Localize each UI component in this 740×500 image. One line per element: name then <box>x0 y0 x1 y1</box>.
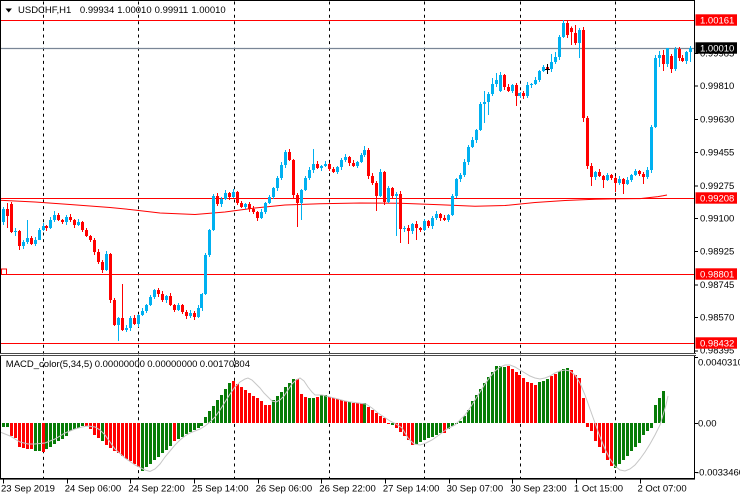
svg-text:0.98801: 0.98801 <box>700 269 734 280</box>
svg-text:1.00161: 1.00161 <box>700 15 734 26</box>
svg-text:24 Sep 06:00: 24 Sep 06:00 <box>65 484 122 495</box>
svg-text:0.99100: 0.99100 <box>700 214 734 225</box>
svg-text:0.98925: 0.98925 <box>700 246 734 257</box>
svg-text:-0.0033460: -0.0033460 <box>696 467 740 478</box>
svg-text:MACD_color(5,34,5) 0.00000000: MACD_color(5,34,5) 0.00000000 0.00000000… <box>6 359 250 370</box>
svg-text:0.99275: 0.99275 <box>700 181 734 192</box>
svg-text:0.98745: 0.98745 <box>700 280 734 291</box>
svg-text:2 Oct 07:00: 2 Oct 07:00 <box>638 484 687 495</box>
svg-text:0.99630: 0.99630 <box>700 115 734 126</box>
svg-text:0.98395: 0.98395 <box>700 346 734 357</box>
svg-text:0.99810: 0.99810 <box>700 81 734 92</box>
svg-text:27 Sep 14:00: 27 Sep 14:00 <box>383 484 440 495</box>
svg-text:26 Sep 22:00: 26 Sep 22:00 <box>319 484 376 495</box>
svg-text:0.99208: 0.99208 <box>700 193 734 204</box>
svg-text:0.98432: 0.98432 <box>700 338 734 349</box>
svg-text:0.00: 0.00 <box>698 418 717 429</box>
svg-text:0.98570: 0.98570 <box>700 313 734 324</box>
svg-text:30 Sep 23:00: 30 Sep 23:00 <box>510 484 567 495</box>
svg-text:0.99455: 0.99455 <box>700 147 734 158</box>
svg-text:26 Sep 06:00: 26 Sep 06:00 <box>256 484 313 495</box>
svg-text:0.99934 1.00010 0.99911 1.0001: 0.99934 1.00010 0.99911 1.00010 <box>80 5 226 16</box>
svg-text:24 Sep 22:00: 24 Sep 22:00 <box>128 484 185 495</box>
svg-text:25 Sep 14:00: 25 Sep 14:00 <box>192 484 249 495</box>
svg-text:0.00403100: 0.00403100 <box>698 357 740 368</box>
svg-text:1.00010: 1.00010 <box>700 43 734 54</box>
svg-text:30 Sep 07:00: 30 Sep 07:00 <box>447 484 504 495</box>
svg-text:23 Sep 2019: 23 Sep 2019 <box>1 484 55 495</box>
svg-text:USDCHF,H1: USDCHF,H1 <box>18 5 71 16</box>
svg-text:0.99985: 0.99985 <box>700 48 734 59</box>
svg-text:1 Oct 15:00: 1 Oct 15:00 <box>574 484 623 495</box>
